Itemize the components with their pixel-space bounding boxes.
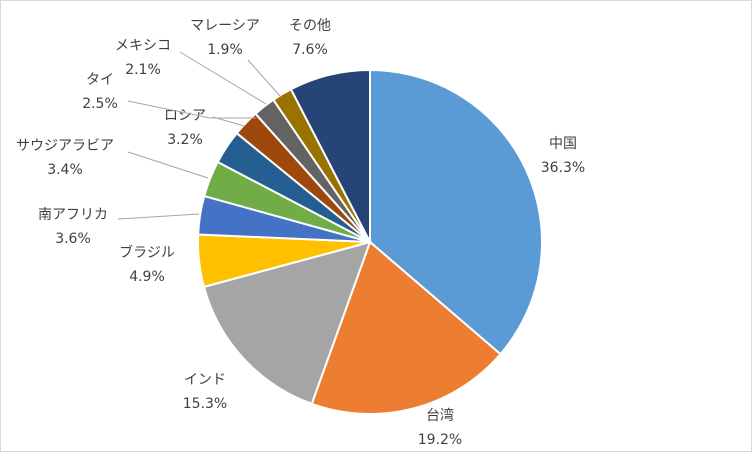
slice-8-value-label: 2.5% — [82, 96, 118, 112]
slice-6-label: サウジアラビア — [16, 138, 114, 154]
slice-1-label: 中国 — [549, 136, 577, 152]
slice-10-leader-line — [247, 59, 281, 97]
slice-11-value-label: 7.6% — [292, 42, 328, 58]
slice-5-leader-line — [117, 213, 200, 220]
slice-2 — [310, 240, 502, 415]
slice-7-label: ロシア — [164, 108, 206, 124]
slice-6-leader-line — [127, 151, 209, 179]
slice-3 — [202, 240, 372, 406]
slice-11-label: その他 — [289, 18, 331, 34]
slice-2-value-label: 19.2% — [418, 432, 462, 448]
slice-3-label: インド — [184, 372, 226, 388]
slice-5-value-label: 3.6% — [55, 231, 91, 247]
slice-10-label: マレーシア — [190, 18, 260, 34]
slice-9-leader-line — [179, 51, 267, 105]
slice-6-value-label: 3.4% — [47, 162, 83, 178]
slice-9-value-label: 2.1% — [125, 62, 161, 78]
slice-8-leader-line — [127, 100, 256, 119]
slice-1-value-label: 36.3% — [541, 160, 585, 176]
slice-2-label: 台湾 — [426, 407, 454, 424]
slice-4-label: ブラジル — [119, 244, 175, 261]
slice-3-value-label: 15.3% — [183, 396, 227, 412]
slice-7-value-label: 3.2% — [167, 132, 203, 148]
slice-4-value-label: 4.9% — [129, 269, 165, 285]
slice-9-label: メキシコ — [115, 38, 171, 54]
slice-8-label: タイ — [86, 72, 114, 88]
slice-5-label: 南アフリカ — [38, 207, 108, 223]
slice-11 — [289, 68, 371, 243]
slice-10-value-label: 1.9% — [207, 42, 243, 58]
slice-1 — [369, 68, 543, 356]
